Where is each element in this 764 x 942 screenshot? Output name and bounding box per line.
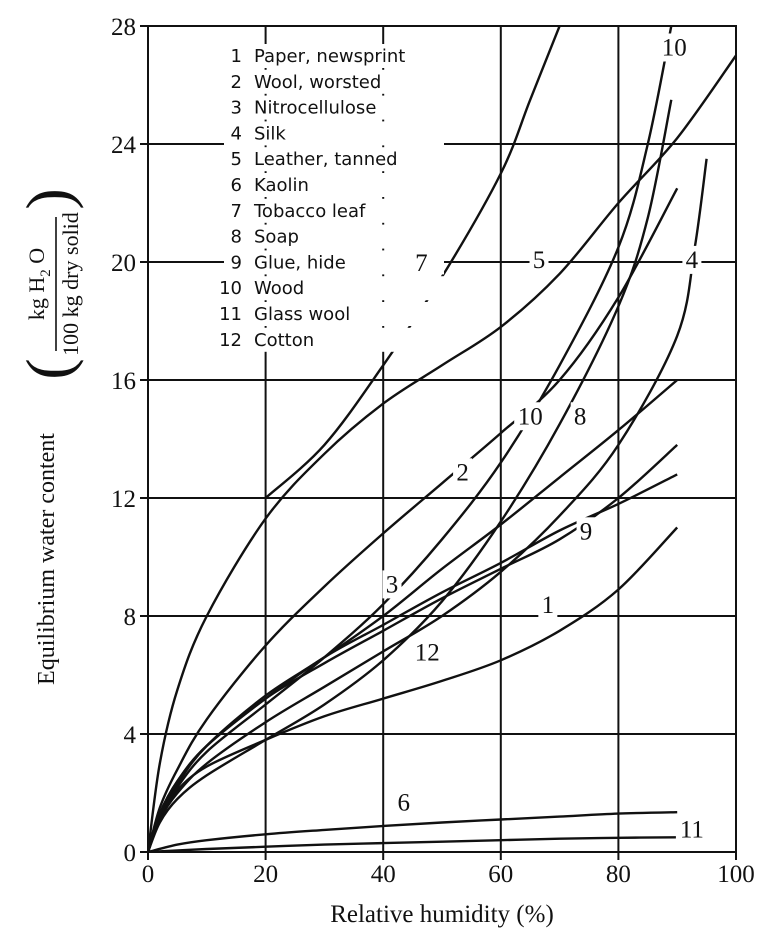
legend-item-number: 8 [231, 227, 242, 248]
legend-item-number: 4 [231, 123, 242, 144]
legend-backing [224, 302, 444, 326]
curve-label: 4 [686, 247, 699, 274]
legend-item-number: 6 [231, 175, 242, 196]
y-axis-title: Equilibrium water content ( kg H2 O 100 kg … [13, 188, 84, 685]
curve-label-backing [411, 248, 431, 277]
curve-label-backing [675, 815, 708, 844]
legend-item-label: Paper, newsprint [254, 46, 405, 67]
legend-item-label: Tobacco leaf [253, 201, 366, 222]
legend-item-number: 3 [231, 98, 242, 119]
y-tick-label: 4 [124, 722, 137, 749]
curve-label-backing [514, 402, 547, 431]
x-tick-label: 60 [488, 861, 513, 888]
y-tick-label: 12 [111, 486, 136, 513]
legend-item-number: 1 [231, 46, 242, 67]
series-line-6 [148, 811, 678, 852]
x-axis-title: Relative humidity (%) [330, 901, 554, 928]
curve-label: 6 [398, 790, 411, 817]
curve-label: 12 [415, 639, 440, 666]
y-axis-paren-open: ( [13, 358, 84, 379]
y-tick-label: 28 [111, 14, 136, 41]
legend-backing [224, 121, 444, 146]
legend-item-number: 2 [231, 72, 242, 93]
y-tick-label: 20 [111, 250, 136, 277]
legend-item-label: Leather, tanned [254, 149, 398, 170]
y-axis-title-prefix: Equilibrium water content [34, 433, 60, 685]
y-tick-label: 16 [111, 368, 136, 395]
legend-item-label: Soap [254, 227, 299, 248]
series-curves [148, 26, 736, 852]
y-tick-label: 24 [111, 132, 137, 159]
series-line-5 [148, 54, 736, 852]
legend-item-label: Wood [254, 278, 304, 299]
curve-label-backing [382, 570, 402, 599]
curve-label: 10 [662, 35, 687, 62]
y-axis-paren-close: ) [13, 188, 84, 209]
x-tick-label: 20 [253, 861, 278, 888]
y-tick-label: 0 [124, 840, 137, 867]
x-tick-label: 100 [717, 861, 755, 888]
legend-backing [224, 44, 444, 68]
legend-backing [224, 276, 444, 301]
x-tick-label: 80 [606, 861, 631, 888]
series-line-2 [148, 187, 679, 852]
y-tick-label: 8 [124, 604, 137, 631]
curve-label: 1 [542, 592, 555, 619]
legend-item-label: Nitrocellulose [254, 98, 376, 119]
legend-item-label: Glass wool [254, 304, 350, 325]
legend-backing [224, 224, 444, 249]
legend-backing [224, 327, 444, 352]
curve-label-backing [529, 245, 549, 274]
legend-item-label: Silk [254, 123, 286, 144]
legend-item-number: 11 [219, 304, 242, 325]
curve-label: 11 [680, 816, 704, 843]
series-line-10 [148, 26, 673, 852]
curve-label: 5 [533, 247, 546, 274]
series-line-1 [148, 526, 679, 852]
legend-backing [224, 69, 444, 94]
series-line-11 [148, 836, 678, 852]
curve-label: 2 [456, 459, 469, 486]
legend-item-number: 12 [219, 330, 242, 351]
legend-backing [224, 198, 444, 223]
curve-label: 3 [386, 571, 399, 598]
legend: 1 Paper, newsprint 2 Wool, worsted 3 Nitrocel… [219, 44, 444, 352]
curve-label-backing [538, 591, 558, 620]
curve-label: 7 [415, 250, 428, 277]
curve-label-backing [682, 245, 702, 274]
plot-frame [147, 25, 737, 853]
legend-item-label: Glue, hide [254, 252, 346, 273]
legend-item-label: Kaolin [254, 175, 309, 196]
x-tick-label: 40 [371, 861, 396, 888]
x-tick-label: 0 [142, 861, 155, 888]
legend-backing [224, 173, 444, 197]
legend-item-number: 10 [219, 278, 242, 299]
curve-label-backing [411, 638, 444, 667]
curve-label-backing [394, 788, 414, 817]
curve-label-backing [576, 517, 596, 546]
legend-item-number: 9 [231, 252, 242, 273]
y-axis-fraction-numerator: kg H2 O [24, 248, 54, 320]
y-axis-fraction-denominator: 100 kg dry solid [58, 212, 83, 356]
curve-label-backing [570, 402, 590, 431]
curve-label: 10 [518, 403, 543, 430]
series-line-3 [148, 379, 678, 852]
curve-label-backing [658, 33, 691, 62]
series-line-8 [148, 99, 673, 852]
legend-item-number: 7 [231, 201, 242, 222]
series-line-4 [148, 158, 708, 852]
legend-backing [224, 147, 444, 172]
curve-label: 8 [574, 403, 587, 430]
legend-backing [224, 95, 444, 120]
curve-label-backing [453, 458, 473, 487]
legend-item-label: Wool, worsted [254, 72, 381, 93]
series-line-12 [148, 473, 678, 852]
curve-label: 9 [580, 518, 593, 545]
legend-item-label: Cotton [254, 330, 314, 351]
legend-item-number: 5 [231, 149, 242, 170]
legend-backing [224, 250, 444, 275]
